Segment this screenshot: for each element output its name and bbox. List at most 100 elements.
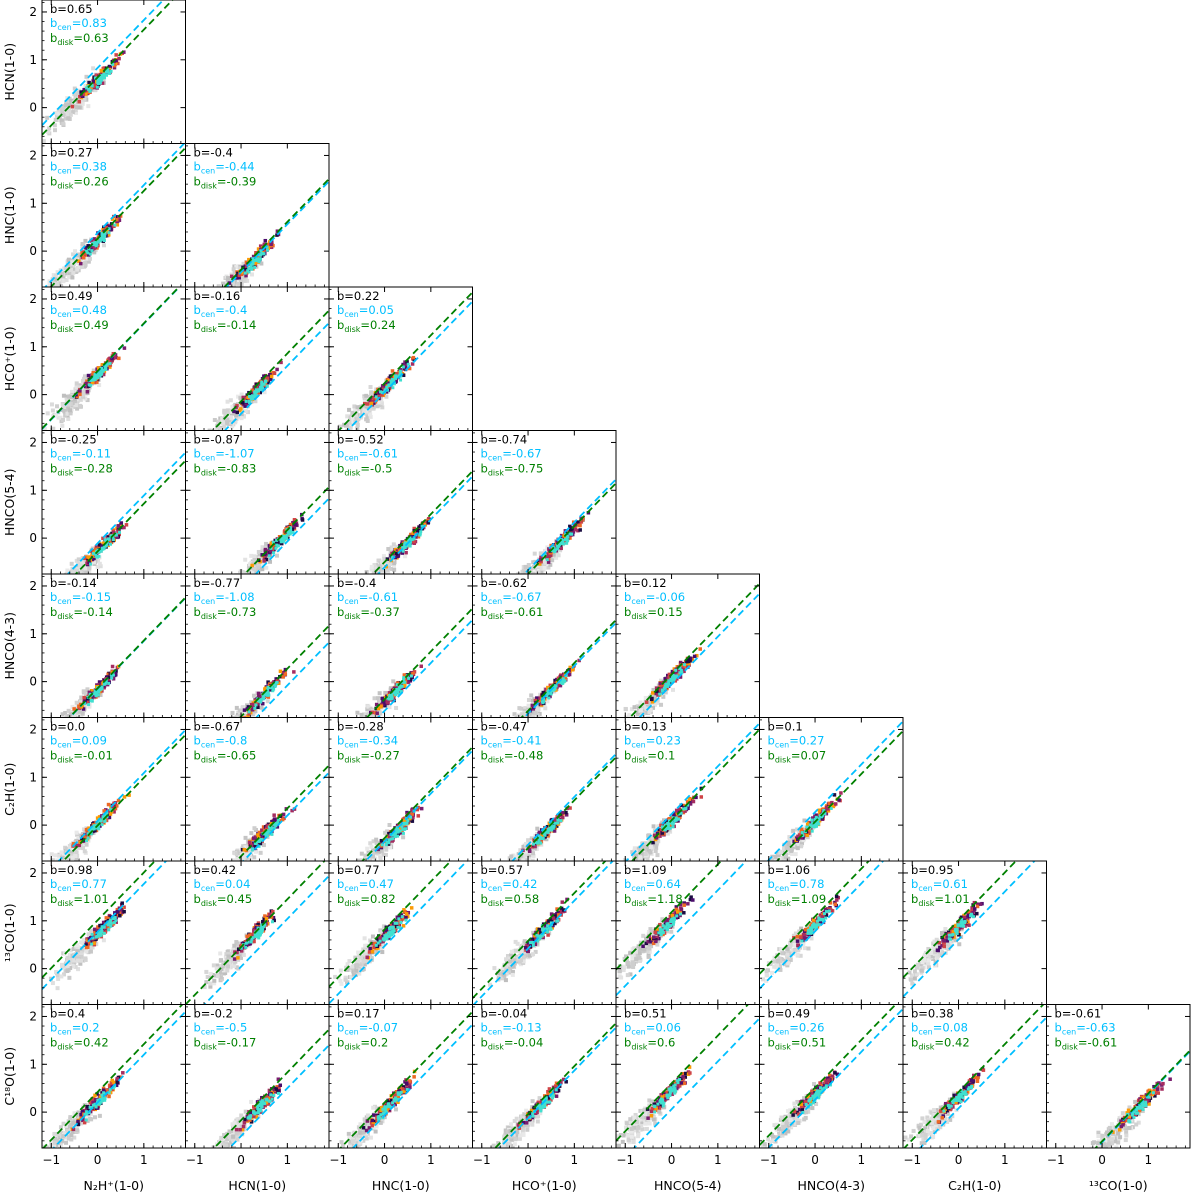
data-point: [117, 357, 121, 361]
background-point: [226, 400, 230, 404]
background-point: [65, 590, 69, 594]
background-point: [530, 577, 534, 581]
center-point: [89, 563, 92, 566]
disk-fit-line: [329, 608, 473, 756]
background-point: [346, 736, 350, 740]
center-point: [102, 76, 105, 79]
background-point: [60, 424, 64, 428]
b-cen-annotation: bcen=-1.07: [194, 447, 255, 463]
background-point: [70, 276, 74, 280]
background-point: [362, 409, 366, 413]
panel-content: [473, 479, 617, 631]
data-point: [242, 716, 246, 720]
center-point: [247, 267, 250, 270]
b-annotation: b=0.49: [50, 289, 93, 303]
background-point: [71, 570, 75, 574]
background-point: [532, 574, 536, 578]
background-point: [373, 696, 377, 700]
background-point: [355, 711, 359, 715]
data-point: [79, 262, 83, 266]
background-point: [222, 409, 226, 413]
background-point: [248, 584, 252, 588]
center-point: [272, 551, 275, 554]
data-point: [404, 551, 408, 555]
background-point: [527, 698, 531, 702]
b-disk-annotation: bdisk=-0.75: [481, 462, 544, 478]
center-point: [256, 257, 259, 260]
background-point: [242, 718, 246, 722]
center-point: [253, 266, 256, 269]
background-point: [529, 693, 533, 697]
data-point: [123, 346, 127, 350]
background-point: [243, 279, 247, 283]
center-point: [282, 540, 285, 543]
background-point: [226, 276, 230, 280]
background-point: [53, 128, 57, 132]
background-point: [78, 105, 82, 109]
y-axis-label: HCN(1-0): [2, 43, 17, 101]
b-annotation: b=-0.16: [194, 289, 241, 303]
center-point: [565, 542, 568, 545]
center-point: [375, 395, 378, 398]
center-point: [251, 394, 254, 397]
center-point: [542, 701, 545, 704]
y-tick-label: 0: [29, 388, 37, 402]
background-point: [84, 263, 88, 267]
background-point: [241, 722, 245, 726]
background-point: [275, 554, 279, 558]
y-tick-label: 2: [29, 5, 37, 19]
background-point: [68, 408, 72, 412]
background-point: [244, 576, 248, 580]
data-point: [273, 372, 277, 376]
background-point: [386, 547, 390, 551]
y-tick-label: 1: [29, 483, 37, 497]
background-point: [50, 402, 54, 406]
y-axis-label: HNCO(5-4): [2, 469, 17, 537]
background-point: [67, 709, 71, 713]
data-point: [279, 670, 283, 674]
panel-content: [186, 626, 330, 791]
data-point: [386, 701, 390, 705]
y-tick-label: 2: [29, 292, 37, 306]
center-point: [390, 380, 393, 383]
background-point: [60, 590, 64, 594]
data-point: [236, 411, 240, 415]
center-point: [109, 362, 112, 365]
y-tick-label: 1: [29, 627, 37, 641]
b-disk-annotation: bdisk=-0.14: [194, 318, 257, 334]
data-point: [82, 696, 86, 700]
background-point: [242, 721, 246, 725]
center-point: [118, 531, 121, 534]
center-point: [261, 383, 264, 386]
center-point: [90, 699, 93, 702]
b-disk-annotation: bdisk=-0.37: [337, 605, 400, 621]
b-annotation: b=-0.4: [337, 576, 376, 590]
background-point: [83, 567, 87, 571]
center-point: [88, 383, 91, 386]
background-point: [230, 711, 234, 715]
data-point: [283, 672, 287, 676]
b-disk-annotation: bdisk=-0.61: [481, 605, 544, 621]
data-point: [116, 524, 120, 528]
background-point: [517, 706, 521, 710]
background-point: [78, 404, 82, 408]
background-point: [369, 385, 373, 389]
background-point: [221, 421, 225, 425]
background-point: [235, 706, 239, 710]
background-point: [246, 720, 250, 724]
background-point: [61, 712, 65, 716]
data-point: [391, 369, 395, 373]
background-point: [64, 103, 68, 107]
data-point: [120, 521, 124, 525]
center-point: [97, 240, 100, 243]
data-point: [419, 665, 423, 669]
background-point: [46, 411, 50, 415]
background-point: [365, 570, 369, 574]
data-point: [578, 524, 582, 528]
background-point: [248, 576, 252, 580]
y-tick-label: 2: [29, 579, 37, 593]
background-point: [241, 722, 245, 726]
